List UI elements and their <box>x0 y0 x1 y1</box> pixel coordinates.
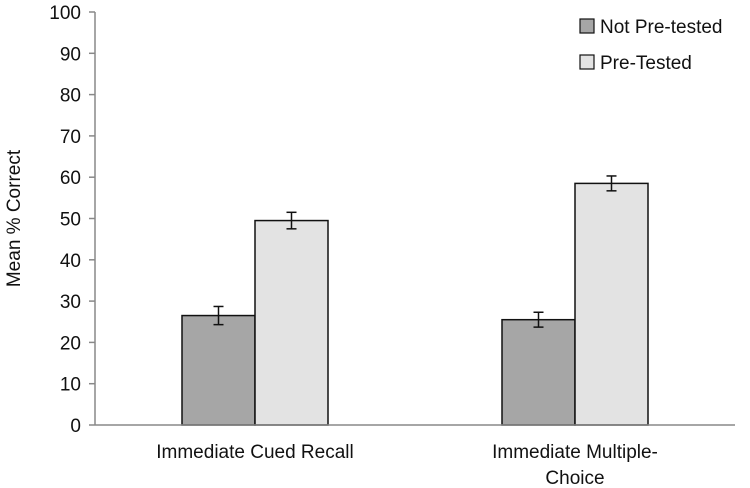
y-tick-label: 50 <box>60 210 81 231</box>
x-axis-labels: Immediate Cued Recall Immediate Multiple-… <box>156 442 658 488</box>
bar <box>181 314 256 426</box>
y-tick-label: 0 <box>70 416 81 437</box>
x-category-label: Immediate Cued Recall <box>156 442 353 463</box>
y-tick-label: 80 <box>60 86 81 107</box>
legend-swatch <box>579 18 595 34</box>
y-axis-title: Mean % Correct <box>4 149 25 287</box>
bar <box>574 182 649 426</box>
x-category-label: Immediate Multiple- <box>492 442 658 463</box>
y-tick-label: 30 <box>60 292 81 313</box>
x-category-label: Choice <box>545 468 604 488</box>
bars <box>181 182 649 426</box>
legend-label: Pre-Tested <box>600 53 692 74</box>
error-bars <box>213 175 617 328</box>
y-tick-label: 60 <box>60 168 81 189</box>
y-tick-label: 40 <box>60 251 81 272</box>
y-tick-label: 20 <box>60 333 81 354</box>
error-bar <box>286 211 297 230</box>
legend-label: Not Pre-tested <box>600 17 723 38</box>
legend-swatch <box>579 54 595 70</box>
y-tick-label: 70 <box>60 127 81 148</box>
error-bar <box>533 311 544 328</box>
error-bar <box>606 175 617 192</box>
bar <box>501 318 576 426</box>
y-tick-label: 10 <box>60 375 81 396</box>
y-tick-label: 90 <box>60 44 81 65</box>
y-axis-ticks: 0 10 20 30 40 50 60 70 80 90 100 <box>49 3 95 437</box>
error-bar <box>213 305 224 326</box>
legend: Not Pre-tested Pre-Tested <box>579 17 723 74</box>
y-tick-label: 100 <box>49 3 81 24</box>
bar <box>254 219 329 426</box>
